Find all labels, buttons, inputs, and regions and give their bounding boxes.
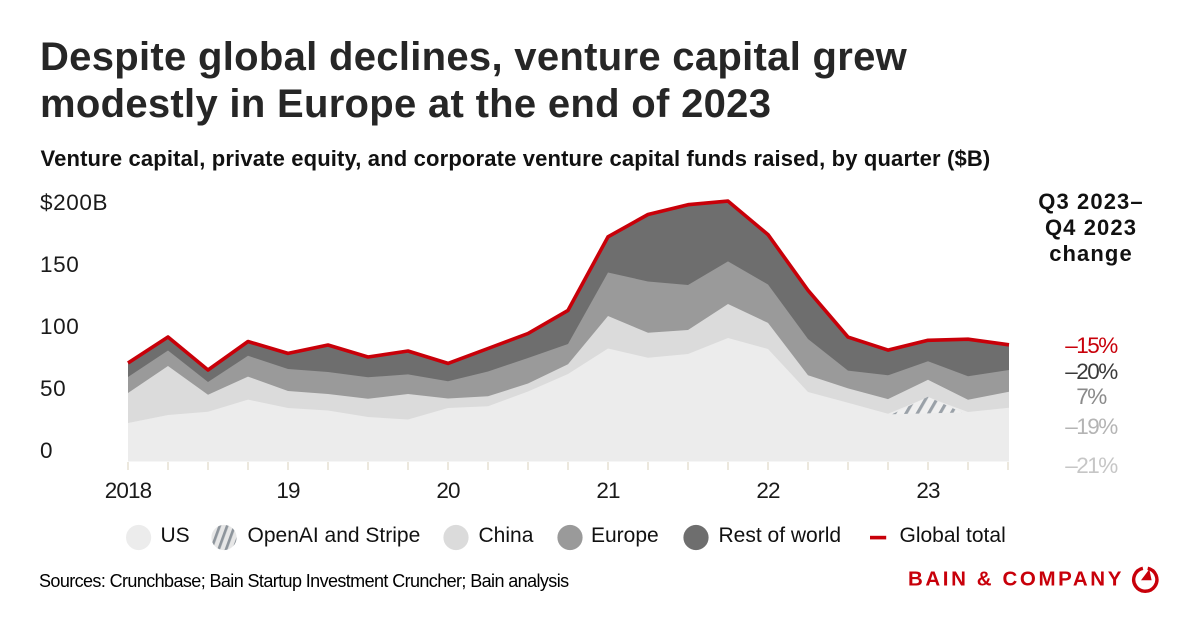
- svg-text:BAIN & COMPANY: BAIN & COMPANY: [908, 568, 1124, 591]
